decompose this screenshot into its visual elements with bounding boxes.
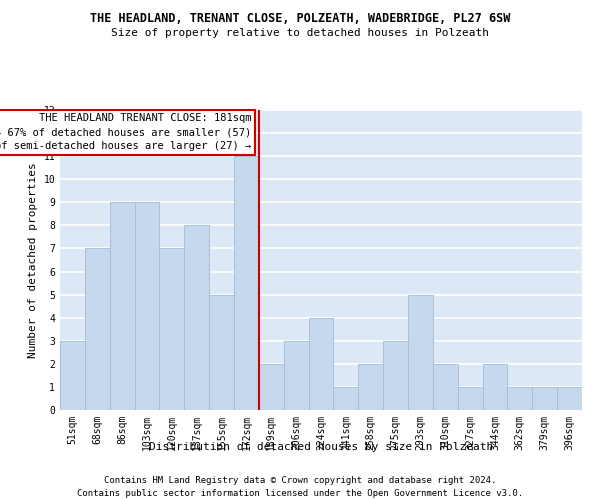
Text: Contains HM Land Registry data © Crown copyright and database right 2024.: Contains HM Land Registry data © Crown c… xyxy=(104,476,496,485)
Bar xyxy=(184,226,209,410)
Bar xyxy=(508,387,532,410)
Bar xyxy=(134,202,160,410)
Bar xyxy=(334,387,358,410)
Bar xyxy=(160,248,184,410)
Text: Size of property relative to detached houses in Polzeath: Size of property relative to detached ho… xyxy=(111,28,489,38)
Bar xyxy=(308,318,334,410)
Bar xyxy=(383,341,408,410)
Bar xyxy=(458,387,482,410)
Bar xyxy=(408,294,433,410)
Bar xyxy=(482,364,508,410)
Bar xyxy=(110,202,134,410)
Bar xyxy=(557,387,582,410)
Bar xyxy=(60,341,85,410)
Bar xyxy=(433,364,458,410)
Text: THE HEADLAND, TRENANT CLOSE, POLZEATH, WADEBRIDGE, PL27 6SW: THE HEADLAND, TRENANT CLOSE, POLZEATH, W… xyxy=(90,12,510,26)
Bar xyxy=(532,387,557,410)
Bar xyxy=(284,341,308,410)
Bar xyxy=(85,248,110,410)
Bar xyxy=(209,294,234,410)
Text: THE HEADLAND TRENANT CLOSE: 181sqm
← 67% of detached houses are smaller (57)
32%: THE HEADLAND TRENANT CLOSE: 181sqm ← 67%… xyxy=(0,114,251,152)
Bar xyxy=(259,364,284,410)
Bar xyxy=(358,364,383,410)
Y-axis label: Number of detached properties: Number of detached properties xyxy=(28,162,38,358)
Text: Contains public sector information licensed under the Open Government Licence v3: Contains public sector information licen… xyxy=(77,489,523,498)
Bar xyxy=(234,156,259,410)
Text: Distribution of detached houses by size in Polzeath: Distribution of detached houses by size … xyxy=(149,442,493,452)
